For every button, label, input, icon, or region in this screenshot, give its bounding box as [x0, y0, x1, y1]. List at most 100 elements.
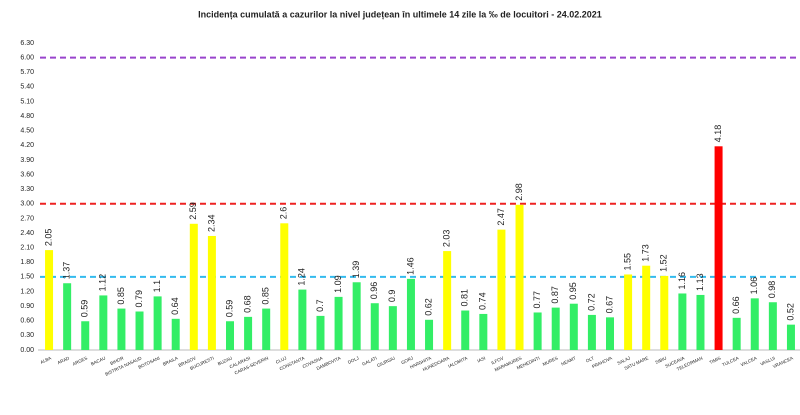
bar [135, 311, 144, 350]
value-label: 2.03 [442, 230, 452, 248]
y-tick-label: 4.50 [20, 128, 34, 135]
x-tick-label: VASLUI [759, 355, 775, 366]
x-tick-label: ARAD [57, 355, 71, 365]
value-label: 1.24 [297, 268, 307, 286]
value-label: 4.18 [713, 125, 723, 143]
value-label: 0.62 [423, 298, 433, 316]
y-tick-label: 5.40 [20, 84, 34, 91]
y-tick-label: 2.10 [20, 245, 34, 252]
value-label: 0.74 [478, 292, 488, 310]
value-label: 2.47 [496, 208, 506, 226]
x-tick-label: IALOMITA [447, 355, 468, 368]
value-label: 0.72 [586, 293, 596, 311]
x-tick-label: DOLJ [347, 355, 360, 364]
value-label: 1.1 [152, 280, 162, 293]
bar [99, 295, 108, 350]
value-label: 1.46 [405, 257, 415, 275]
bar [153, 296, 162, 350]
value-label: 2.59 [188, 202, 198, 220]
x-tick-label: ILFOV [490, 355, 504, 365]
x-tick-label: TULCEA [721, 355, 739, 367]
x-tick-label: BACAU [90, 355, 106, 366]
bar [497, 229, 506, 350]
y-tick-label: 2.70 [20, 215, 34, 222]
value-label: 2.05 [43, 229, 53, 247]
value-label: 1.09 [333, 275, 343, 293]
y-tick-label: 4.80 [20, 113, 34, 120]
value-label: 0.7 [315, 299, 325, 312]
x-tick-label: IASI [476, 355, 486, 363]
chart-title: Incidența cumulată a cazurilor la nivel … [198, 9, 602, 19]
bar [443, 251, 452, 350]
bar [81, 321, 90, 350]
bar [533, 312, 542, 350]
x-tick-label: ARGES [72, 355, 88, 366]
y-tick-label: 1.80 [20, 259, 34, 266]
value-label: 0.59 [80, 300, 90, 318]
bar [298, 289, 307, 350]
value-label: 0.66 [731, 296, 741, 314]
x-tick-label: BRAILA [162, 355, 179, 366]
x-tick-label: BIHOR [109, 355, 125, 366]
bar [425, 319, 434, 350]
y-tick-label: 0.60 [20, 318, 34, 325]
bar [45, 250, 54, 350]
bar [262, 308, 271, 350]
value-label: 1.73 [641, 244, 651, 262]
value-label: 0.68 [242, 295, 252, 313]
bar [388, 306, 397, 350]
y-tick-label: 2.40 [20, 230, 34, 237]
bar [117, 308, 126, 350]
x-tick-label: GALATI [361, 355, 377, 366]
value-label: 0.59 [224, 300, 234, 318]
x-tick-label: ALBA [39, 355, 52, 364]
y-tick-label: 3.60 [20, 171, 34, 178]
value-label: 2.34 [206, 214, 216, 232]
bar [207, 235, 216, 350]
bar [63, 283, 72, 350]
y-tick-label: 6.00 [20, 54, 34, 61]
bar [750, 298, 759, 350]
value-label: 0.87 [550, 286, 560, 304]
value-label: 0.96 [369, 282, 379, 300]
x-tick-label: SIBIU [654, 355, 667, 365]
x-tick-label: BUZAU [217, 355, 233, 366]
bar [461, 310, 470, 350]
value-label: 1.13 [695, 273, 705, 291]
bar [624, 274, 633, 350]
value-label: 1.55 [622, 253, 632, 271]
value-label: 2.6 [279, 207, 289, 220]
value-label: 0.64 [170, 297, 180, 315]
bar [370, 303, 379, 350]
bar [606, 317, 614, 350]
y-tick-label: 3.00 [20, 201, 34, 208]
bar [479, 313, 488, 350]
bar [352, 282, 361, 350]
bar [587, 314, 596, 350]
value-label: 1.12 [98, 274, 108, 292]
value-label: 1.37 [62, 262, 72, 280]
x-tick-label: SALAJ [616, 355, 631, 365]
value-label: 0.9 [387, 290, 397, 303]
bar [696, 294, 705, 350]
value-label: 0.77 [532, 291, 542, 309]
y-tick-label: 0.00 [20, 347, 34, 354]
y-tick-label: 3.30 [20, 186, 34, 193]
bar [786, 324, 795, 350]
y-tick-label: 6.30 [20, 40, 34, 47]
y-tick-label: 0.90 [20, 303, 34, 310]
value-label: 2.98 [514, 183, 524, 201]
bar [244, 316, 253, 350]
x-tick-label: VALCEA [740, 355, 758, 367]
x-tick-label: OLT [585, 355, 595, 363]
bar [660, 275, 669, 350]
y-tick-label: 1.20 [20, 288, 34, 295]
x-tick-label: PRAHOVA [591, 355, 613, 369]
value-label: 0.85 [116, 287, 126, 305]
y-tick-label: 5.70 [20, 69, 34, 76]
bar [515, 204, 524, 350]
x-tick-label: TIMIS [709, 355, 722, 365]
bar [406, 278, 415, 350]
value-label: 0.81 [460, 289, 470, 307]
